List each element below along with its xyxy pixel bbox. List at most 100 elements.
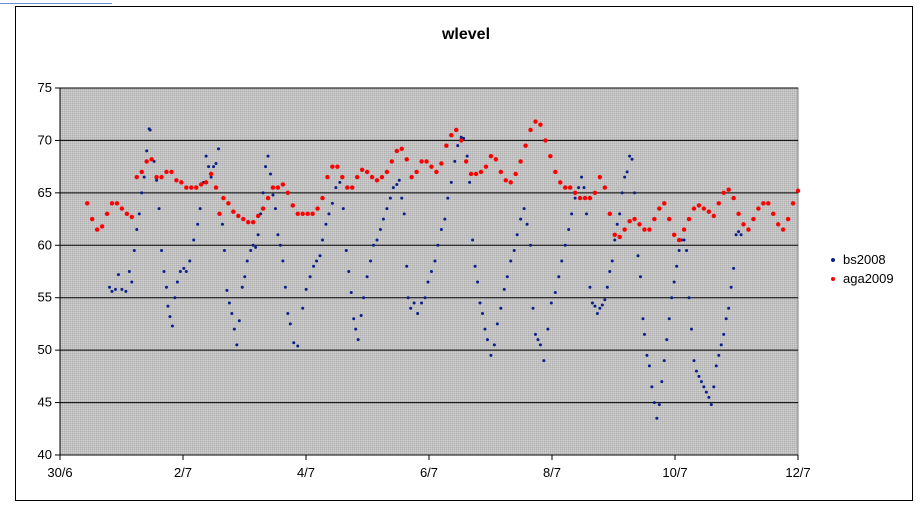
- data-point-bs2008: [489, 353, 493, 357]
- data-point-aga2009: [657, 206, 662, 211]
- data-point-bs2008: [352, 317, 356, 321]
- top-link-underline[interactable]: [0, 0, 112, 4]
- data-point-bs2008: [702, 385, 706, 389]
- data-point-bs2008: [324, 222, 328, 226]
- data-point-bs2008: [499, 306, 503, 310]
- data-point-bs2008: [124, 289, 128, 293]
- data-point-bs2008: [615, 222, 619, 226]
- data-point-aga2009: [538, 122, 543, 127]
- data-point-aga2009: [315, 206, 320, 211]
- data-point-aga2009: [374, 178, 380, 183]
- data-point-bs2008: [724, 317, 728, 321]
- data-point-aga2009: [305, 211, 310, 217]
- data-point-bs2008: [495, 322, 499, 326]
- data-point-bs2008: [178, 270, 182, 273]
- data-point-aga2009: [691, 206, 697, 211]
- data-point-aga2009: [627, 218, 632, 224]
- y-tick-label: 70: [38, 132, 52, 147]
- x-tick-label: 8/7: [543, 465, 561, 480]
- data-point-aga2009: [444, 143, 449, 148]
- data-point-bs2008: [655, 416, 659, 420]
- data-point-aga2009: [389, 159, 395, 164]
- data-point-bs2008: [173, 296, 177, 300]
- data-point-bs2008: [570, 212, 574, 216]
- x-tick-label: 6/7: [420, 465, 438, 480]
- data-point-bs2008: [245, 259, 249, 263]
- data-point-bs2008: [344, 249, 348, 253]
- data-point-aga2009: [602, 185, 608, 190]
- data-point-bs2008: [405, 264, 409, 268]
- data-point-aga2009: [652, 216, 657, 222]
- data-point-aga2009: [582, 195, 588, 201]
- data-point-aga2009: [119, 206, 125, 211]
- data-point-bs2008: [266, 154, 270, 158]
- data-point-aga2009: [449, 132, 454, 138]
- legend-label-aga2009: aga2009: [843, 271, 894, 286]
- data-point-aga2009: [275, 185, 281, 190]
- data-point-bs2008: [372, 243, 376, 247]
- data-point-bs2008: [108, 285, 112, 289]
- data-point-bs2008: [567, 228, 571, 232]
- data-point-bs2008: [406, 296, 410, 300]
- data-point-aga2009: [612, 232, 617, 237]
- data-point-bs2008: [237, 319, 241, 323]
- data-point-aga2009: [429, 164, 434, 169]
- data-point-bs2008: [385, 207, 389, 211]
- data-point-bs2008: [595, 311, 599, 315]
- data-point-bs2008: [362, 296, 366, 300]
- y-tick-label: 50: [38, 342, 52, 357]
- data-point-bs2008: [135, 228, 139, 232]
- data-point-aga2009: [523, 143, 528, 148]
- data-point-aga2009: [109, 201, 115, 206]
- data-point-aga2009: [587, 195, 593, 201]
- data-point-aga2009: [488, 153, 494, 159]
- legend: bs2008 aga2009: [831, 252, 894, 286]
- data-point-bs2008: [388, 196, 392, 200]
- data-point-bs2008: [585, 212, 589, 216]
- data-point-bs2008: [719, 343, 723, 347]
- data-point-aga2009: [129, 214, 135, 220]
- data-point-bs2008: [573, 196, 577, 200]
- data-point-bs2008: [628, 154, 632, 158]
- data-point-bs2008: [641, 317, 645, 321]
- data-point-aga2009: [434, 169, 439, 175]
- data-point-aga2009: [285, 190, 291, 196]
- data-point-aga2009: [399, 146, 404, 152]
- data-point-bs2008: [582, 186, 586, 190]
- data-point-aga2009: [194, 185, 199, 190]
- data-point-bs2008: [645, 353, 649, 357]
- data-point-bs2008: [603, 298, 607, 302]
- data-point-aga2009: [751, 216, 756, 222]
- data-point-bs2008: [727, 306, 731, 310]
- data-point-bs2008: [278, 243, 282, 247]
- data-point-bs2008: [613, 238, 617, 242]
- data-point-aga2009: [716, 201, 721, 206]
- data-point-bs2008: [296, 344, 300, 348]
- data-point-bs2008: [381, 217, 385, 221]
- data-point-bs2008: [412, 301, 416, 305]
- data-point-bs2008: [308, 275, 312, 279]
- data-point-aga2009: [597, 174, 603, 180]
- plot-area: 40 45 50 55 60 65 70 75 30/6 2/7 4/7 6/7 8/7 10/7 12/7: [38, 80, 811, 480]
- data-point-bs2008: [625, 170, 629, 174]
- data-point-aga2009: [761, 201, 766, 206]
- data-point-bs2008: [600, 303, 604, 307]
- data-point-bs2008: [732, 266, 736, 270]
- data-point-aga2009: [174, 178, 179, 183]
- data-point-aga2009: [513, 171, 518, 177]
- data-point-bs2008: [476, 280, 480, 284]
- data-point-aga2009: [439, 161, 444, 166]
- data-point-aga2009: [345, 185, 350, 190]
- data-point-bs2008: [717, 353, 721, 357]
- data-point-bs2008: [704, 390, 708, 394]
- data-point-bs2008: [212, 165, 216, 169]
- data-point-bs2008: [536, 338, 540, 342]
- data-point-aga2009: [592, 190, 598, 196]
- data-point-bs2008: [137, 212, 141, 216]
- x-tick-label: 30/6: [47, 465, 72, 480]
- data-point-bs2008: [402, 212, 406, 216]
- data-point-bs2008: [468, 180, 472, 184]
- data-point-bs2008: [456, 144, 460, 148]
- data-point-bs2008: [347, 270, 351, 273]
- data-point-bs2008: [148, 128, 152, 132]
